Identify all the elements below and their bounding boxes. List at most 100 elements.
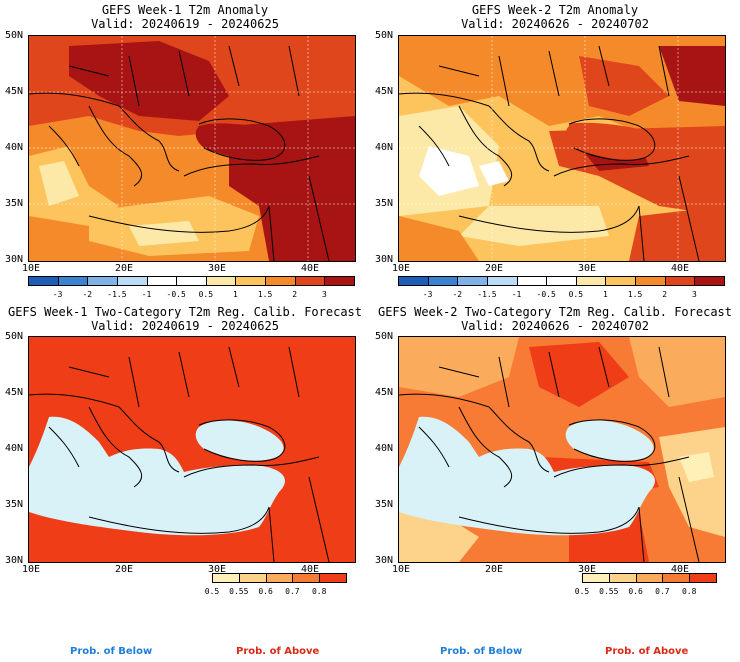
colorbar-swatch: [57, 276, 89, 286]
lon-label: 10E: [392, 564, 411, 575]
prob-below-label: Prob. of Below: [70, 646, 153, 657]
lon-label: 30E: [578, 263, 597, 274]
prob-below-label: Prob. of Below: [440, 646, 523, 657]
colorbar-tick-label: 2: [662, 290, 668, 299]
anomaly-map-week2: [398, 35, 726, 262]
colorbar-tick-label: 1: [603, 290, 608, 299]
lat-label: 35N: [5, 198, 24, 209]
colorbar-tick-label: 1.5: [627, 290, 643, 299]
lat-label: 45N: [5, 86, 24, 97]
panel-title: GEFS Week-1 T2m Anomaly: [101, 3, 269, 17]
colorbar-tick-label: -1: [141, 290, 152, 299]
lon-label: 20E: [115, 564, 134, 575]
lon-label: 40E: [671, 564, 690, 575]
lon-label: 40E: [301, 263, 320, 274]
colorbar-tick-label: 0.7: [655, 587, 670, 596]
lat-label: 50N: [375, 331, 394, 342]
lat-label: 35N: [5, 499, 24, 510]
colorbar-swatch: [235, 276, 267, 286]
lat-label: 30N: [375, 254, 394, 265]
colorbar-tick-label: 0.8: [681, 587, 697, 596]
lat-label: 30N: [375, 555, 394, 566]
lat-label: 50N: [5, 30, 24, 41]
colorbar-swatch: [319, 573, 347, 583]
colorbar-swatch: [635, 276, 666, 286]
colorbar-tick-label: -3: [52, 290, 63, 299]
lat-label: 30N: [5, 555, 24, 566]
probability-colorbar: 0.5 0.55 0.6 0.7 0.8: [205, 573, 347, 597]
colorbar-swatch: [664, 276, 696, 286]
lon-label: 30E: [208, 263, 227, 274]
colorbar-swatch: [28, 276, 59, 286]
lon-label: 30E: [208, 564, 227, 575]
colorbar-swatch: [486, 276, 518, 286]
colorbar-swatch: [546, 276, 577, 286]
lat-label: 35N: [375, 198, 394, 209]
colorbar-tick-label: -2: [452, 290, 463, 299]
colorbar-swatch: [265, 276, 296, 286]
colorbar-tick-label: 3: [321, 290, 327, 299]
lat-label: 40N: [375, 142, 394, 153]
lat-label: 30N: [5, 254, 24, 265]
colorbar-tick-label: 0.55: [229, 587, 249, 596]
colorbar-tick-label: 0.5: [568, 290, 584, 299]
colorbar-tick-label: -1.5: [477, 290, 497, 299]
lat-label: 40N: [375, 443, 394, 454]
colorbar-swatch: [294, 276, 326, 286]
lon-label: 40E: [671, 263, 690, 274]
probability-map-week2: [398, 336, 726, 563]
panel-title: GEFS Week-2 Two-Category T2m Reg. Calib.…: [377, 305, 732, 319]
colorbar-swatch: [605, 276, 637, 286]
colorbar-tick-label: -0.5: [166, 290, 186, 299]
anomaly-colorbar: -3 -2 -1.5 -1 -0.5 0.5 1 1.5 2 3: [398, 276, 725, 300]
colorbar-swatch: [398, 276, 429, 286]
panel-title: GEFS Week-2 T2m Anomaly: [471, 3, 639, 17]
colorbar-swatch: [238, 573, 267, 583]
panel-title: GEFS Week-1 Two-Category T2m Reg. Calib.…: [7, 305, 362, 319]
colorbar-swatch: [575, 276, 607, 286]
prob-above-label: Prob. of Above: [236, 646, 320, 657]
lat-label: 45N: [375, 387, 394, 398]
colorbar-tick-label: -1.5: [107, 290, 127, 299]
colorbar-swatch: [608, 573, 637, 583]
lat-label: 40N: [5, 142, 24, 153]
colorbar-tick-label: 3: [691, 290, 697, 299]
colorbar-tick-label: 0.8: [311, 587, 327, 596]
lon-label: 30E: [578, 564, 597, 575]
lon-label: 20E: [485, 564, 504, 575]
colorbar-swatch: [116, 276, 148, 286]
colorbar-tick-label: -0.5: [536, 290, 556, 299]
lon-label: 20E: [485, 263, 504, 274]
colorbar-swatch: [582, 573, 610, 583]
colorbar-swatch: [689, 573, 717, 583]
colorbar-swatch: [176, 276, 207, 286]
colorbar-tick-label: 0.5: [198, 290, 214, 299]
colorbar-swatch: [265, 573, 294, 583]
colorbar-swatch: [662, 573, 691, 583]
lon-label: 20E: [115, 263, 134, 274]
lon-label: 10E: [22, 263, 41, 274]
colorbar-swatch: [324, 276, 355, 286]
colorbar-swatch: [87, 276, 118, 286]
prob-above-label: Prob. of Above: [605, 646, 689, 657]
lat-label: 35N: [375, 499, 394, 510]
panel-valid-dates: Valid: 20240619 - 20240625: [91, 17, 279, 31]
panel-valid-dates: Valid: 20240619 - 20240625: [91, 319, 279, 333]
colorbar-tick-label: -1: [511, 290, 522, 299]
colorbar-swatch: [635, 573, 664, 583]
probability-colorbar: 0.5 0.55 0.6 0.7 0.8: [575, 573, 717, 597]
panel-valid-dates: Valid: 20240626 - 20240702: [461, 319, 649, 333]
lon-label: 10E: [392, 263, 411, 274]
colorbar-tick-label: 0.5: [204, 587, 220, 596]
colorbar-tick-label: 1: [233, 290, 238, 299]
colorbar-tick-label: -3: [422, 290, 433, 299]
lat-label: 45N: [375, 86, 394, 97]
anomaly-colorbar: -3 -2 -1.5 -1 -0.5 0.5 1 1.5 2 3: [28, 276, 355, 300]
colorbar-tick-label: 2: [292, 290, 298, 299]
panel-week1-probability: GEFS Week-1 Two-Category T2m Reg. Calib.…: [0, 300, 370, 600]
colorbar-tick-label: 0.5: [574, 587, 590, 596]
probability-map-week1: [28, 336, 356, 563]
anomaly-map-week1: [28, 35, 356, 262]
colorbar-tick-label: 1.5: [257, 290, 273, 299]
colorbar-swatch: [427, 276, 459, 286]
